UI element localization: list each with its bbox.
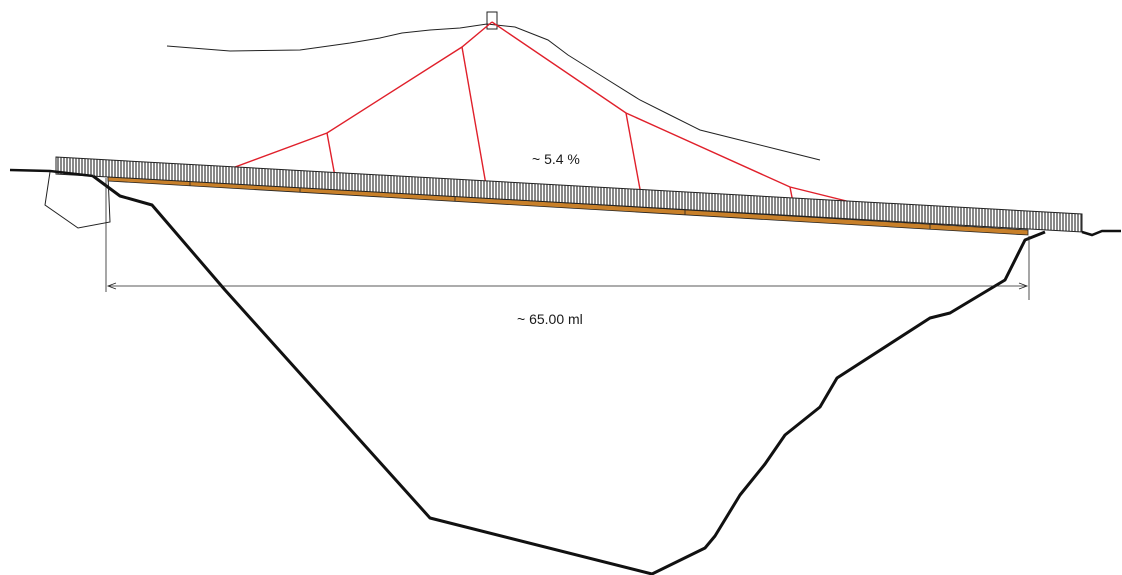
left-bank-ground	[9, 168, 94, 178]
bridge-deck	[55, 156, 1083, 233]
hanger-2	[461, 46, 490, 203]
right-bank-ground	[1081, 229, 1121, 237]
suspension-cables	[181, 21, 953, 230]
span-dimension-label: ~ 65.00 ml	[517, 311, 583, 327]
span-dimension	[105, 178, 1030, 300]
ravine-profile	[92, 174, 1046, 575]
mountain-silhouette	[166, 23, 821, 161]
left-abutment-rock	[44, 171, 111, 229]
slope-label: ~ 5.4 %	[532, 151, 580, 167]
cable-left-main	[191, 21, 493, 184]
mast-top	[486, 11, 498, 30]
